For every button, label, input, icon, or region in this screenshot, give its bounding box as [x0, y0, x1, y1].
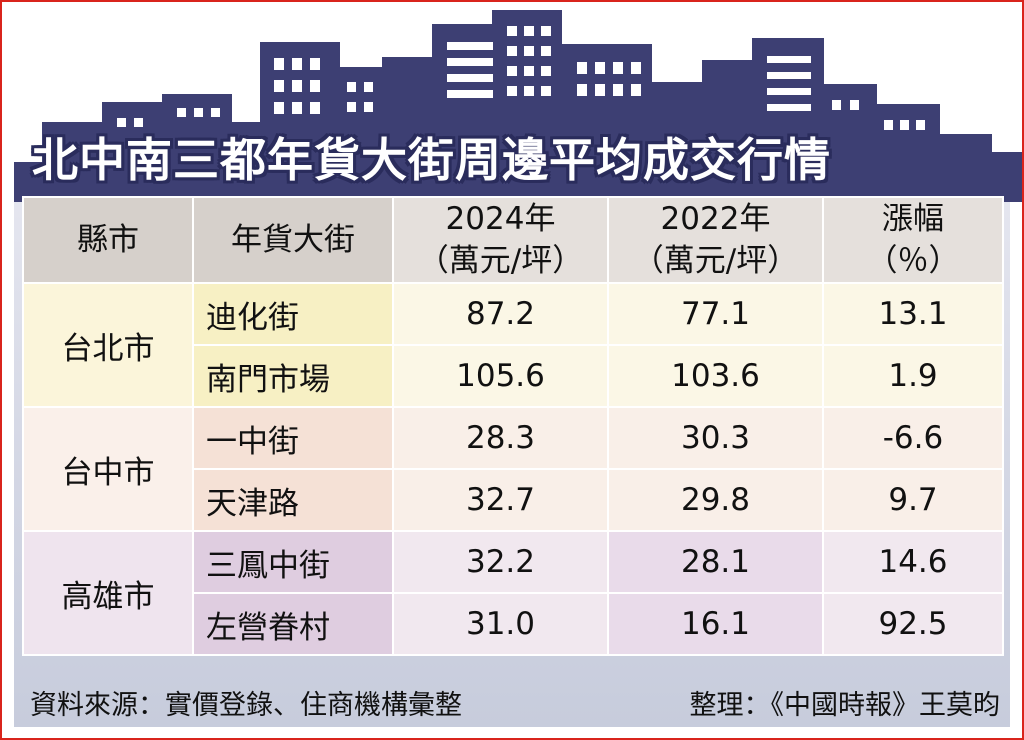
value-2024: 87.2	[392, 282, 609, 346]
table-row: 台北市 迪化街 87.2 77.1 13.1	[22, 282, 1004, 408]
city-cell-kaohsiung: 高雄市	[22, 530, 194, 656]
header-change-unit: （％）	[866, 243, 960, 279]
value-2022: 77.1	[607, 282, 824, 346]
value-2024: 28.3	[392, 406, 609, 470]
header-2022-unit: （萬元/坪）	[632, 243, 799, 279]
value-2022: 16.1	[607, 592, 824, 656]
table-row: 左營眷村 31.0 16.1 92.5	[23, 592, 1004, 656]
table-row: 台中市 一中街 28.3 30.3 -6.6	[22, 406, 1004, 532]
header-2022-year: 2022年	[660, 201, 771, 237]
value-change: -6.6	[822, 406, 1004, 470]
header-change: 漲幅 （％）	[822, 196, 1004, 284]
city-cell-taichung: 台中市	[22, 406, 194, 532]
header-2024-unit: （萬元/坪）	[417, 243, 584, 279]
street-cell: 三鳳中街	[192, 530, 394, 594]
street-cell: 一中街	[192, 406, 394, 470]
value-change: 92.5	[822, 592, 1004, 656]
street-cell: 南門市場	[192, 344, 394, 408]
header-street: 年貨大街	[192, 196, 394, 284]
street-cell: 迪化街	[192, 282, 394, 346]
header-2024: 2024年 （萬元/坪）	[392, 196, 609, 284]
value-2024: 32.2	[392, 530, 609, 594]
header-2022: 2022年 （萬元/坪）	[607, 196, 824, 284]
value-change: 1.9	[822, 344, 1004, 408]
credit-note: 整理：《中國時報》王莫昀	[689, 690, 1001, 721]
city-skyline-illustration	[14, 10, 1022, 202]
value-2024: 32.7	[392, 468, 609, 532]
table-row: 高雄市 三鳳中街 32.2 28.1 14.6	[22, 530, 1004, 656]
value-change: 13.1	[822, 282, 1004, 346]
header-2024-year: 2024年	[445, 201, 556, 237]
value-change: 14.6	[822, 530, 1004, 594]
value-2022: 28.1	[607, 530, 824, 594]
header-city: 縣市	[22, 196, 194, 284]
table-row: 南門市場 105.6 103.6 1.9	[23, 344, 1004, 408]
value-2022: 103.6	[607, 344, 824, 408]
header-change-label: 漲幅	[882, 201, 944, 237]
value-change: 9.7	[822, 468, 1004, 532]
footer: 資料來源：實價登錄、住商機構彙整 整理：《中國時報》王莫昀	[30, 686, 1000, 726]
table-header-row: 縣市 年貨大街 2024年 （萬元/坪） 2022年 （萬元/坪） 漲幅 （％）	[22, 196, 1004, 284]
street-cell: 天津路	[192, 468, 394, 532]
value-2024: 105.6	[392, 344, 609, 408]
source-note: 資料來源：實價登錄、住商機構彙整	[30, 690, 462, 721]
price-table: 縣市 年貨大街 2024年 （萬元/坪） 2022年 （萬元/坪） 漲幅 （％）…	[22, 196, 1004, 656]
city-cell-taipei: 台北市	[22, 282, 194, 408]
street-cell: 左營眷村	[192, 592, 394, 656]
value-2024: 31.0	[392, 592, 609, 656]
page-title: 北中南三都年貨大街周邊平均成交行情	[32, 133, 831, 187]
value-2022: 29.8	[607, 468, 824, 532]
value-2022: 30.3	[607, 406, 824, 470]
table-row: 天津路 32.7 29.8 9.7	[23, 468, 1004, 532]
